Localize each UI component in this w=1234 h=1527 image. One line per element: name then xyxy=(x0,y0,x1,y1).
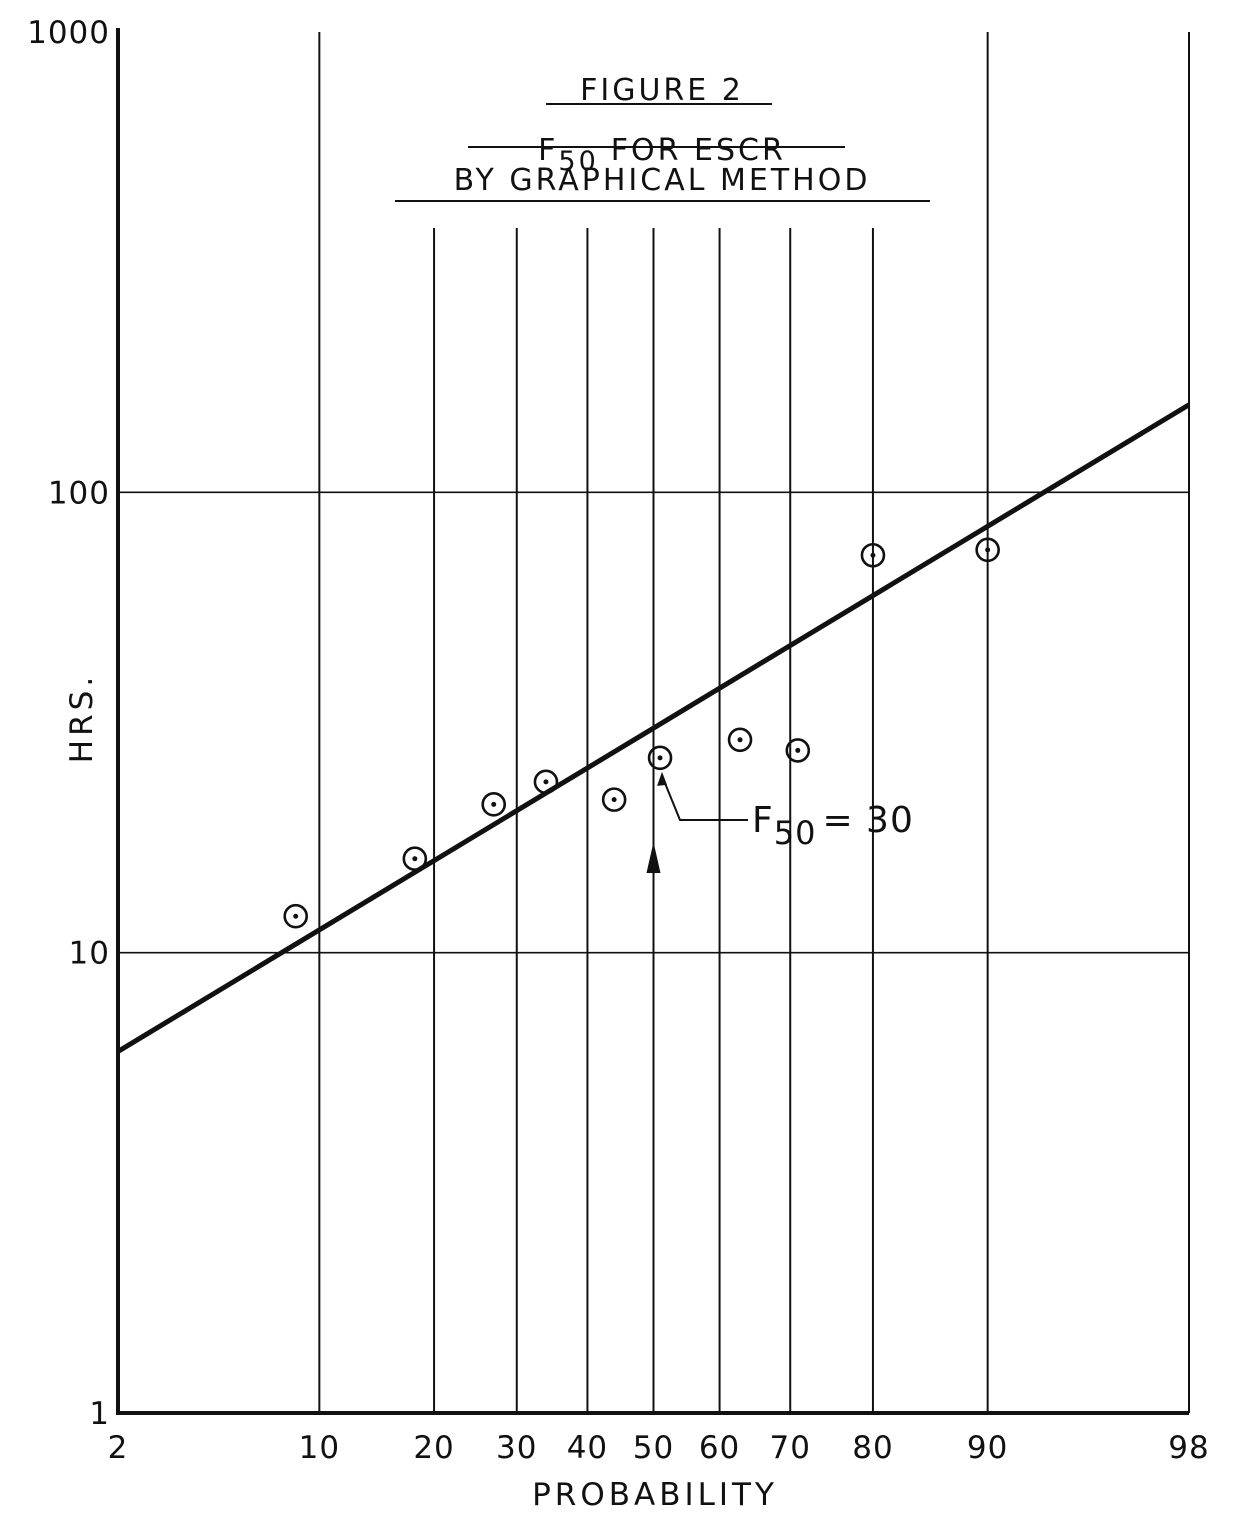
data-point-dot-4 xyxy=(543,779,549,785)
data-point-2 xyxy=(402,846,428,872)
data-point-dot-2 xyxy=(412,856,418,862)
data-point-dot-3 xyxy=(491,801,497,807)
x-tick-label-60: 60 xyxy=(699,1430,740,1466)
fit-line xyxy=(116,402,1191,1054)
tick-labels: 2 10 20 30 40 50 60 70 80 90 98 1 10 100 1000 xyxy=(27,15,1209,1466)
x-tick-label-2: 2 xyxy=(108,1430,129,1466)
y-axis-label: HRS. xyxy=(64,673,100,763)
x-tick-label-98: 98 xyxy=(1168,1430,1209,1466)
fit-line-group xyxy=(116,402,1191,1054)
chart-title-block: FIGURE 2 F50 FOR ESCR BY GRAPHICAL METHOD xyxy=(395,73,930,202)
x-axis-label: PROBABILITY xyxy=(532,1477,778,1513)
chart-subtitle: F50 FOR ESCR xyxy=(538,133,786,177)
data-point-dot-8 xyxy=(795,747,801,753)
x-tick-label-90: 90 xyxy=(967,1430,1008,1466)
data-point-9 xyxy=(860,542,886,568)
data-point-1 xyxy=(283,903,309,929)
data-point-3 xyxy=(481,792,507,817)
y-tick-label-1: 1 xyxy=(89,1396,110,1432)
data-point-6 xyxy=(647,745,673,771)
x-tick-label-50: 50 xyxy=(633,1430,674,1466)
data-point-8 xyxy=(785,738,811,763)
f50-leader-line xyxy=(661,775,748,821)
data-point-dot-5 xyxy=(611,797,617,803)
f50-label: F50 = 30 xyxy=(752,800,914,852)
x-tick-label-40: 40 xyxy=(567,1430,608,1466)
y-tick-label-100: 100 xyxy=(48,475,110,511)
axes xyxy=(116,28,1189,1415)
data-point-dot-6 xyxy=(657,755,663,761)
x-tick-label-20: 20 xyxy=(413,1430,454,1466)
x-tick-label-10: 10 xyxy=(299,1430,340,1466)
data-point-dot-10 xyxy=(985,547,991,553)
f50-leader-arrowhead xyxy=(657,771,668,786)
chart-subtitle-2: BY GRAPHICAL METHOD xyxy=(454,163,871,198)
y-tick-label-1000: 1000 xyxy=(27,15,110,51)
x-tick-label-70: 70 xyxy=(770,1430,811,1466)
x-tick-label-30: 30 xyxy=(496,1430,537,1466)
x-tick-label-80: 80 xyxy=(852,1430,893,1466)
chart-title: FIGURE 2 xyxy=(580,73,744,108)
data-point-10 xyxy=(975,537,1000,563)
data-point-4 xyxy=(533,769,559,795)
data-point-dot-7 xyxy=(737,737,743,743)
f50-annotation: F50 = 30 xyxy=(646,771,914,873)
data-point-5 xyxy=(601,787,627,812)
gridlines xyxy=(118,32,1190,1413)
data-point-dot-9 xyxy=(870,552,876,558)
y-tick-label-10: 10 xyxy=(69,936,110,972)
data-points xyxy=(283,537,1000,929)
data-point-7 xyxy=(727,727,753,753)
data-point-dot-1 xyxy=(293,913,299,919)
f50-up-arrowhead xyxy=(646,842,661,873)
